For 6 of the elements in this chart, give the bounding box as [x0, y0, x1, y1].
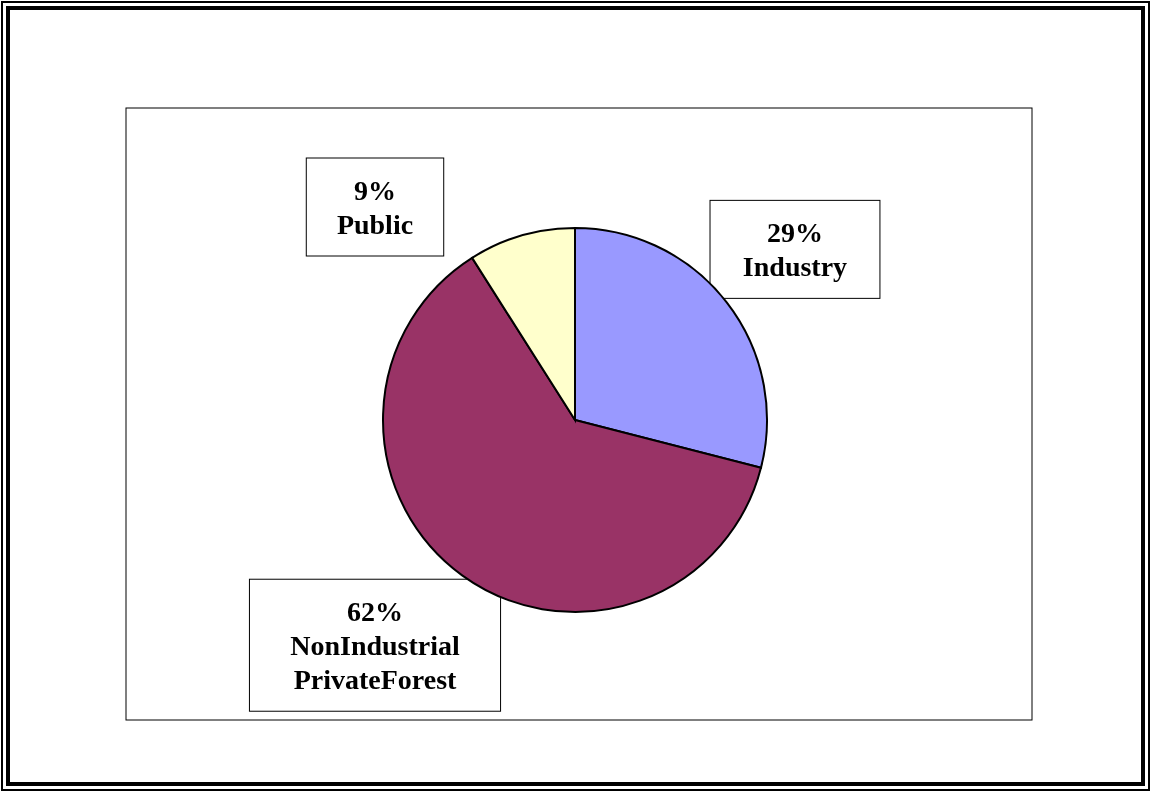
data-label: 29%: [766, 216, 823, 248]
data-label: 9%: [354, 174, 396, 206]
data-label: 62%: [347, 595, 403, 627]
slice-label: NonIndustrial PrivateForest: [290, 629, 461, 695]
slice-label: Industry: [742, 250, 848, 282]
slice-label: Public: [336, 208, 414, 240]
